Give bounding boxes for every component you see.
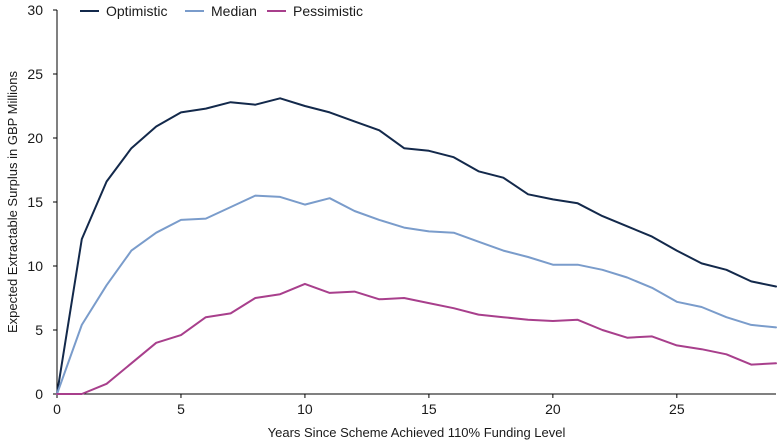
x-tick-label: 15 [421, 401, 437, 417]
x-tick-label: 5 [177, 401, 185, 417]
y-tick-label: 5 [35, 322, 43, 338]
y-axis-ticks: 0 5 10 15 20 25 30 [27, 2, 57, 402]
y-tick-label: 15 [27, 194, 43, 210]
legend-label-pessimistic: Pessimistic [293, 3, 363, 19]
x-tick-label: 20 [545, 401, 561, 417]
y-tick-label: 25 [27, 66, 43, 82]
x-tick-label: 10 [297, 401, 313, 417]
legend-label-optimistic: Optimistic [106, 3, 167, 19]
x-axis-title: Years Since Scheme Achieved 110% Funding… [268, 425, 566, 440]
y-tick-label: 30 [27, 2, 43, 18]
y-tick-label: 10 [27, 258, 43, 274]
y-tick-label: 20 [27, 130, 43, 146]
series-line-pessimistic [56, 282, 777, 395]
x-tick-label: 25 [669, 401, 685, 417]
x-axis-ticks: 0 5 10 15 20 25 [53, 394, 685, 417]
y-axis-title: Expected Extractable Surplus in GBP Mill… [5, 70, 20, 333]
legend-label-median: Median [211, 3, 257, 19]
series-line-optimistic [56, 97, 777, 395]
series-line-median [56, 194, 777, 395]
legend: Optimistic Median Pessimistic [80, 3, 363, 19]
x-tick-label: 0 [53, 401, 61, 417]
series-group [56, 97, 777, 395]
y-tick-label: 0 [35, 386, 43, 402]
